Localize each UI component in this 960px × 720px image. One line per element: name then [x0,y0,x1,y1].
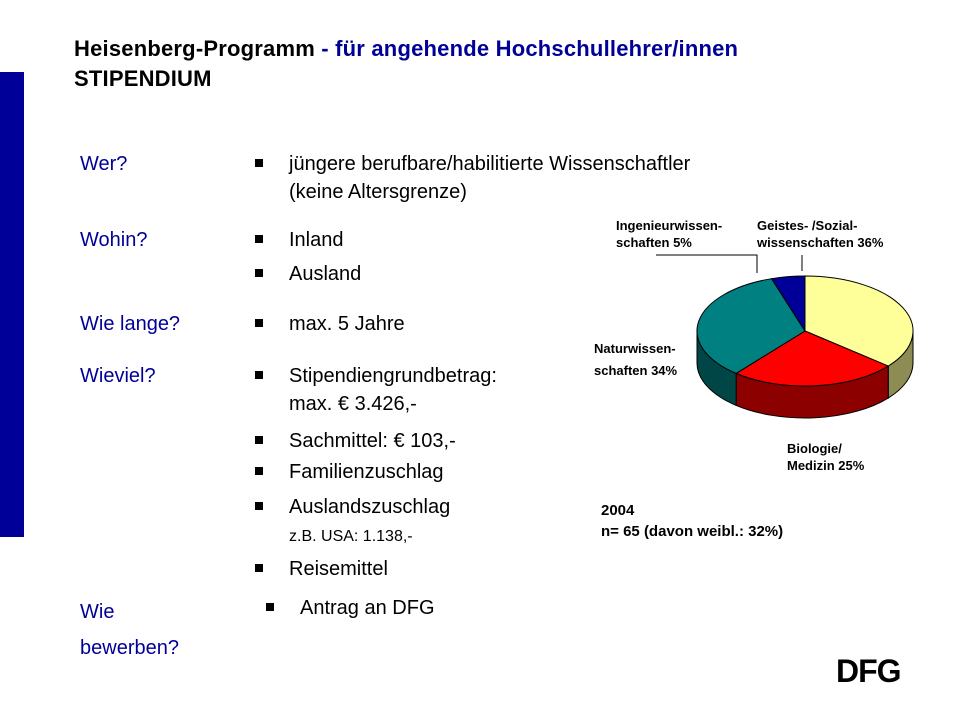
label-wer: Wer? [80,153,128,175]
pie-slice-2 [696,278,806,374]
bullet-wer-1: jüngere berufbare/habilitierte Wissensch… [254,150,691,206]
bewerben-label-line1: Wie [80,601,115,623]
chart-note: 2004 n= 65 (davon weibl.: 32%) [601,500,783,542]
pie-label-geistes-l2: wissenschaften 36% [757,235,884,250]
bullet-wieviel-3: Familienzuschlag [255,458,444,486]
title-line2: STIPENDIUM [74,66,212,91]
pie-label-ingenieur-l1: Ingenieurwissen- [616,218,723,233]
pie-label-bio-l1: Biologie/ [787,441,842,456]
bullet-bewerben-1: Antrag an DFG [266,594,435,622]
leader-lines [656,254,803,273]
title-main: Heisenberg-Programm [74,36,315,61]
side-accent-bar [0,72,24,537]
bullet-wieviel-1: Stipendiengrundbetrag: max. € 3.426,- [255,362,497,418]
chart-note-n: n= 65 (davon weibl.: 32%) [601,523,784,540]
title-subtitle: - für angehende Hochschullehrer/innen [314,36,739,61]
dfg-logo: DFG [836,653,902,688]
label-wie-bewerben: Wie bewerben? [80,594,179,666]
pie-label-geistes-l1: Geistes- /Sozial- [757,218,858,233]
pie-label-natur-l1: Naturwissen- [594,341,676,356]
wieviel-item4: Auslandszuschlag [289,496,451,518]
bullet-wohin-1: Inland [255,226,344,254]
label-wieviel: Wieviel? [80,365,156,387]
page-title: Heisenberg-Programm - für angehende Hoch… [74,34,738,94]
bullet-wieviel-4: Auslandszuschlag z.B. USA: 1.138,- [254,493,451,551]
bullet-wieviel-5: Reisemittel [255,555,388,583]
leader-line-ingenieur [656,254,758,273]
pie-label-natur: Naturwissen- schaften 34% [594,338,677,382]
wer-item1b: (keine Altersgrenze) [289,181,467,203]
pie-label-geistes: Geistes- /Sozial- wissenschaften 36% [757,217,883,251]
dfg-logo-text: DFG [836,653,901,688]
wer-item1: jüngere berufbare/habilitierte Wissensch… [289,153,691,175]
pie-label-ingenieur-l2: schaften 5% [616,235,692,250]
wieviel-item4b: z.B. USA: 1.138,- [289,528,413,545]
pie-label-ingenieur: Ingenieurwissen- schaften 5% [616,217,722,251]
chart-note-year: 2004 [601,502,635,519]
pie-slice-1 [735,330,890,387]
wieviel-item1: Stipendiengrundbetrag: [289,365,497,387]
label-wie-lange: Wie lange? [80,313,181,335]
bullet-wie-lange-1: max. 5 Jahre [255,310,405,338]
pie-label-bio-l2: Medizin 25% [787,458,865,473]
pie-label-bio: Biologie/ Medizin 25% [787,440,864,474]
bullet-wieviel-2: Sachmittel: € 103,- [255,427,456,455]
bullet-wohin-2: Ausland [254,260,361,288]
bewerben-label-line2: bewerben? [80,637,179,659]
pie-slice-0 [804,275,914,367]
pie-label-natur-l2: schaften 34% [594,363,678,378]
wieviel-item1b: max. € 3.426,- [289,393,417,415]
pie-slice-3 [770,275,806,333]
label-wohin: Wohin? [80,229,148,251]
